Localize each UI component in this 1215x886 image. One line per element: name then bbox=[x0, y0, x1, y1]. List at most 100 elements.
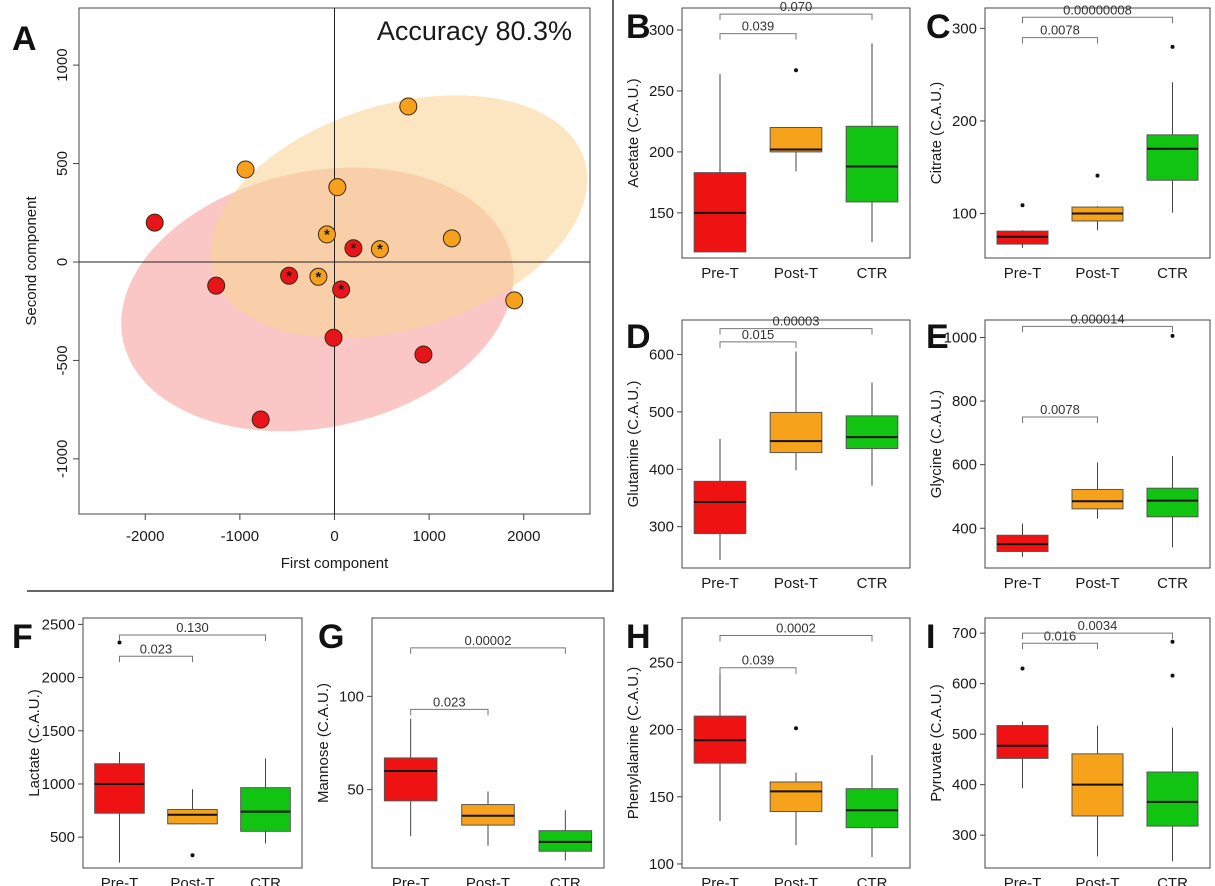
p-value-label: 0.016 bbox=[1044, 628, 1077, 643]
outlier-point bbox=[1170, 333, 1175, 338]
x-tick-label: 2000 bbox=[507, 528, 540, 545]
y-tick-label: 600 bbox=[952, 676, 977, 693]
significance-bracket bbox=[719, 13, 873, 21]
panel-i: I Pre-T Post-T CTR 300 400 500 600 700 0.0160.003… bbox=[926, 617, 1211, 886]
panel-letter: G bbox=[318, 618, 344, 656]
p-value-label: 0.0034 bbox=[1078, 618, 1118, 633]
y-tick-label: 300 bbox=[952, 20, 977, 37]
panel-f: F Pre-T Post-T CTR 500 1000 1500 2000 2500 0.0230… bbox=[12, 616, 303, 886]
y-tick-label: 300 bbox=[649, 22, 674, 39]
panel-letter: A bbox=[12, 20, 37, 58]
p-value-label: 0.00000008 bbox=[1063, 2, 1132, 17]
significance-bracket bbox=[719, 667, 797, 674]
y-tick-label: 250 bbox=[649, 83, 674, 100]
plot-frame bbox=[82, 617, 303, 869]
significance-bracket bbox=[119, 655, 193, 663]
p-value-label: 0.00002 bbox=[465, 633, 512, 648]
outlier-point bbox=[1095, 173, 1100, 178]
plot-frame bbox=[681, 319, 911, 569]
p-value-label: 0.0078 bbox=[1040, 23, 1080, 38]
x-tick-label: 1000 bbox=[412, 528, 445, 545]
y-tick-label: 300 bbox=[649, 519, 674, 536]
significance-bracket bbox=[410, 647, 566, 654]
y-tick-label: 700 bbox=[952, 625, 977, 642]
significance-bracket bbox=[1022, 416, 1098, 423]
scatter-point-orange bbox=[317, 225, 336, 244]
box-postt bbox=[769, 351, 823, 471]
box-pret bbox=[996, 203, 1049, 248]
y-tick-label: 150 bbox=[649, 789, 674, 806]
category-label: Post-T bbox=[774, 875, 818, 886]
outlier-point bbox=[1170, 673, 1175, 678]
category-label: Post-T bbox=[466, 875, 510, 886]
y-tick-label: 1500 bbox=[42, 723, 75, 740]
category-label: CTR bbox=[1157, 875, 1188, 886]
significance-bracket bbox=[719, 328, 873, 335]
scatter-point-orange bbox=[309, 267, 328, 286]
y-tick-label: 1000 bbox=[944, 329, 977, 346]
plot-frame bbox=[371, 617, 605, 869]
significance-bracket bbox=[119, 634, 266, 642]
box-pret bbox=[693, 73, 747, 253]
panel-letter: D bbox=[626, 318, 651, 356]
p-value-label: 0.023 bbox=[433, 694, 466, 709]
category-label: CTR bbox=[250, 875, 281, 886]
box-ctr bbox=[845, 43, 899, 243]
y-tick-label: 100 bbox=[649, 856, 674, 873]
scatter-point-red bbox=[145, 213, 164, 232]
y-axis-title: Pyruvate (C.A.U.) bbox=[928, 684, 945, 802]
outlier-point bbox=[1020, 203, 1025, 208]
y-axis-title: Second component bbox=[23, 196, 40, 326]
category-label: Pre-T bbox=[392, 875, 430, 886]
box-pret bbox=[996, 523, 1049, 557]
box-pret bbox=[693, 438, 747, 560]
box-postt bbox=[1071, 173, 1124, 231]
outlier-point bbox=[1170, 44, 1175, 49]
box-iqr bbox=[1146, 771, 1199, 827]
outlier-point bbox=[794, 68, 798, 73]
box-pret bbox=[693, 671, 747, 821]
category-label: Pre-T bbox=[1004, 575, 1042, 592]
p-value-label: 0.0078 bbox=[1040, 402, 1080, 417]
category-label: Post-T bbox=[774, 575, 818, 592]
panel-letter: E bbox=[926, 318, 949, 356]
significance-bracket bbox=[1022, 37, 1098, 44]
box-postt bbox=[461, 791, 515, 846]
category-label: Post-T bbox=[170, 875, 214, 886]
box-ctr bbox=[1146, 333, 1199, 548]
y-tick-label: 500 bbox=[952, 726, 977, 743]
box-iqr bbox=[167, 808, 218, 825]
box-postt bbox=[1071, 725, 1124, 857]
y-tick-label: 500 bbox=[649, 404, 674, 421]
plot-frame bbox=[984, 7, 1211, 259]
category-label: CTR bbox=[857, 875, 888, 886]
y-tick-label: 400 bbox=[952, 520, 977, 537]
category-label: CTR bbox=[1157, 575, 1188, 592]
y-tick-label: 200 bbox=[952, 113, 977, 130]
box-iqr bbox=[769, 411, 823, 454]
category-label: Pre-T bbox=[701, 265, 739, 282]
category-label: CTR bbox=[857, 265, 888, 282]
outlier-point bbox=[794, 726, 798, 731]
significance-bracket bbox=[719, 634, 873, 642]
significance-bracket bbox=[1022, 16, 1173, 24]
significance-bracket bbox=[1022, 325, 1173, 333]
box-pret bbox=[383, 718, 438, 837]
y-tick-label: 200 bbox=[649, 722, 674, 739]
panel-letter: B bbox=[626, 8, 651, 46]
category-label: Pre-T bbox=[701, 575, 739, 592]
box-pret bbox=[996, 666, 1049, 789]
y-tick-label: 1000 bbox=[42, 776, 75, 793]
y-tick-label: 2500 bbox=[42, 616, 75, 633]
box-iqr bbox=[769, 127, 823, 153]
star-marker: * bbox=[324, 226, 330, 243]
p-value-label: 0.023 bbox=[140, 641, 173, 656]
category-label: Pre-T bbox=[1004, 875, 1042, 886]
y-axis-title: Lactate (C.A.U.) bbox=[26, 689, 43, 797]
panel-e: E Pre-T Post-T CTR 400 600 800 1000 0.0078 0.0000… bbox=[926, 311, 1211, 592]
y-tick-label: 300 bbox=[952, 827, 977, 844]
y-tick-label: -1000 bbox=[54, 440, 71, 478]
panel-letter: H bbox=[626, 618, 651, 656]
panel-h: H Pre-T Post-T CTR 100 150 200 250 0.039 0.0002 Ph… bbox=[625, 617, 911, 886]
